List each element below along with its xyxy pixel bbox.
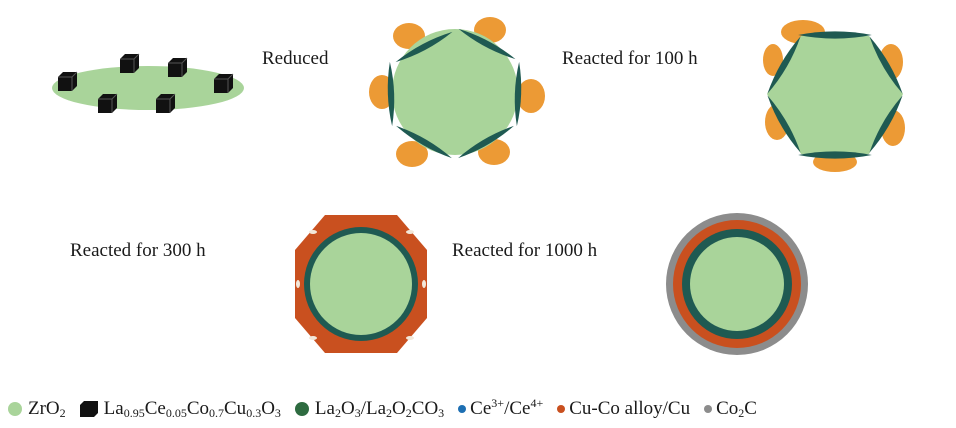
legend-item-co2c: Co2C (704, 398, 757, 420)
reacted-1000h-catalyst (666, 213, 808, 355)
zro2-core-1000h (690, 237, 784, 331)
perovskite-cube (214, 73, 234, 93)
cuco-swatch-icon (557, 405, 566, 413)
legend-label-perovskite: La0.95Ce0.05Co0.7Cu0.3O3 (103, 398, 281, 420)
legend-item-la2o3: La2O3/La2O2CO3 (294, 398, 445, 420)
ce-sites-300h (296, 230, 426, 340)
legend-label-la2o3: La2O3/La2O2CO3 (314, 398, 445, 420)
legend-item-ce: Ce3+/Ce4+ (458, 396, 544, 420)
legend-item-zro2: ZrO2 (8, 398, 66, 420)
reacted-100h-catalyst (763, 20, 906, 172)
perovskite-particles (58, 53, 234, 113)
label-reacted-300h: Reacted for 300 h (70, 240, 206, 261)
label-reacted-1000h: Reacted for 1000 h (452, 240, 598, 261)
zro2-hexagon (767, 36, 903, 154)
fresh-catalyst (52, 53, 244, 113)
zro2-core-300h (310, 233, 412, 335)
legend-label-co2c: Co2C (716, 398, 757, 420)
zro2-swatch-icon (8, 402, 22, 416)
perovskite-cube (120, 53, 140, 73)
co2c-swatch-icon (704, 405, 713, 413)
label-reacted-100h: Reacted for 100 h (562, 48, 698, 69)
perovskite-cube (168, 57, 188, 77)
la2o3-swatch-icon (294, 402, 309, 416)
legend-label-zro2: ZrO2 (28, 398, 66, 420)
perovskite-cube (58, 71, 78, 91)
legend-item-cuco: Cu-Co alloy/Cu (557, 398, 690, 420)
legend-label-ce: Ce3+/Ce4+ (470, 396, 544, 419)
reacted-300h-catalyst (295, 215, 427, 353)
legend-label-cuco: Cu-Co alloy/Cu (569, 398, 691, 419)
cube-swatch-icon (79, 401, 98, 417)
perovskite-cube (156, 93, 176, 113)
legend: ZrO2 La0.95Ce0.05Co0.7Cu0.3O3 La2O3/La2O… (8, 395, 757, 423)
label-reduced: Reduced (262, 48, 329, 69)
zro2-core (392, 29, 518, 155)
ce-swatch-icon (458, 405, 467, 413)
reduced-catalyst (369, 17, 545, 167)
perovskite-cube (98, 93, 118, 113)
legend-item-perovskite: La0.95Ce0.05Co0.7Cu0.3O3 (79, 398, 281, 420)
